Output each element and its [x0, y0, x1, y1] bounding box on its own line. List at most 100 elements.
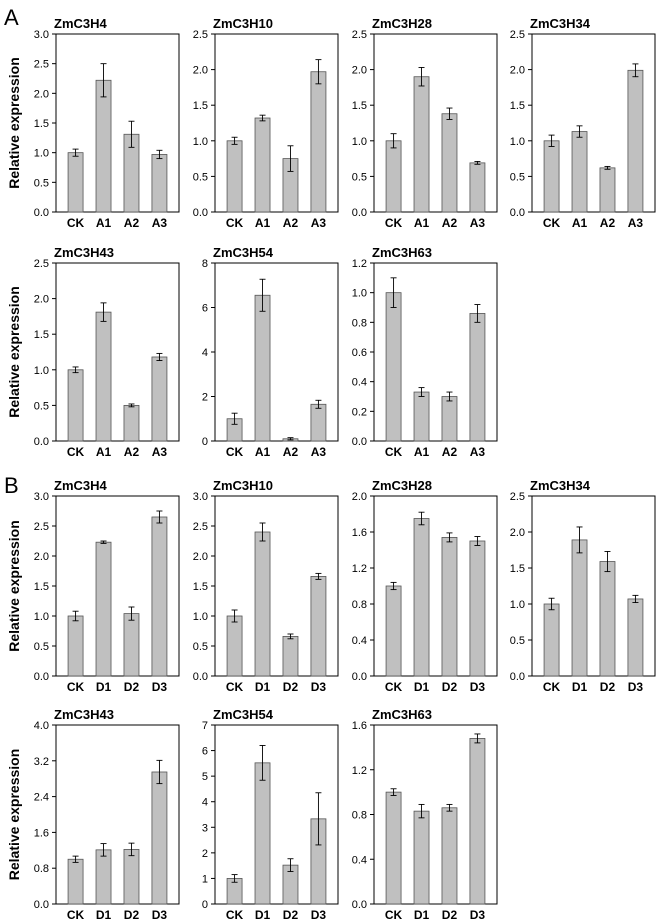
x-tick-label: CK: [543, 680, 561, 694]
x-tick-label: A2: [442, 216, 458, 230]
y-tick-label: 0.0: [34, 899, 49, 911]
x-tick-label: A3: [470, 445, 486, 459]
y-tick-label: 0.0: [193, 207, 208, 219]
y-axis-label: Relative expression: [6, 749, 22, 881]
bar: [95, 849, 112, 905]
y-tick-label: 1.0: [34, 365, 49, 377]
bar: [310, 71, 327, 213]
x-tick-label: A3: [470, 216, 486, 230]
x-tick-label: D3: [311, 680, 327, 694]
x-tick-label: CK: [226, 216, 244, 230]
x-tick-label: D3: [152, 908, 168, 922]
bar: [543, 603, 560, 677]
chart-title: ZmC3H34: [530, 16, 591, 31]
y-tick-label: 1.0: [193, 136, 208, 148]
y-tick-label: 0.4: [352, 854, 367, 866]
x-tick-label: A1: [96, 445, 112, 459]
y-tick-label: 0.0: [34, 436, 49, 448]
y-tick-label: 2.0: [193, 65, 208, 77]
x-tick-label: D2: [283, 680, 299, 694]
y-tick-label: 3.0: [34, 491, 49, 503]
y-tick-label: 2.5: [34, 258, 49, 270]
y-tick-label: 2.5: [352, 29, 367, 41]
bar: [123, 613, 140, 677]
bar: [385, 140, 402, 213]
y-tick-label: 2.5: [34, 59, 49, 71]
x-tick-label: A2: [124, 445, 140, 459]
bar: [441, 807, 458, 905]
y-tick-label: 1: [202, 873, 208, 885]
bar: [627, 598, 644, 677]
y-tick-label: 1.0: [193, 611, 208, 623]
bar: [95, 79, 112, 213]
bar: [95, 541, 112, 677]
y-tick-label: 1.2: [352, 765, 367, 777]
bar: [441, 113, 458, 213]
y-tick-label: 0.5: [34, 641, 49, 653]
chart-title: ZmC3H63: [372, 707, 432, 722]
y-tick-label: 8: [202, 258, 208, 270]
x-tick-label: A1: [96, 216, 112, 230]
chart-title: ZmC3H54: [213, 245, 274, 260]
y-tick-label: 0.4: [352, 377, 367, 389]
x-tick-label: A2: [124, 216, 140, 230]
plot-frame: [55, 724, 180, 905]
bar: [254, 762, 271, 905]
chart-title: ZmC3H43: [54, 245, 114, 260]
bar: [599, 561, 616, 677]
x-tick-label: CK: [385, 908, 403, 922]
y-tick-label: 1.5: [510, 563, 525, 575]
panel-label-b: B: [4, 473, 19, 498]
x-tick-label: D2: [600, 680, 616, 694]
x-tick-label: D2: [442, 908, 458, 922]
bar: [385, 292, 402, 442]
y-tick-label: 0.5: [34, 177, 49, 189]
y-tick-label: 1.2: [352, 258, 367, 270]
y-tick-label: 2.0: [34, 88, 49, 100]
bar: [413, 810, 430, 905]
bar: [571, 539, 588, 677]
y-tick-label: 0.0: [352, 899, 367, 911]
x-tick-label: D1: [255, 680, 271, 694]
y-tick-label: 1.0: [510, 599, 525, 611]
x-tick-label: D1: [96, 680, 112, 694]
y-tick-label: 0.6: [352, 347, 367, 359]
x-tick-label: CK: [385, 216, 403, 230]
bar: [151, 771, 168, 905]
x-tick-label: A1: [572, 216, 588, 230]
y-axis-label: Relative expression: [6, 57, 22, 189]
y-tick-label: 2.5: [193, 29, 208, 41]
x-tick-label: D2: [124, 908, 140, 922]
y-tick-label: 4: [202, 347, 208, 359]
y-tick-label: 0.8: [352, 599, 367, 611]
bar: [413, 76, 430, 213]
y-tick-label: 1.6: [34, 827, 49, 839]
bar: [469, 738, 486, 905]
y-tick-label: 1.5: [193, 100, 208, 112]
x-tick-label: CK: [543, 216, 561, 230]
bar: [469, 162, 486, 213]
y-tick-label: 0.0: [193, 671, 208, 683]
y-tick-label: 0.0: [510, 207, 525, 219]
x-tick-label: D3: [311, 908, 327, 922]
bar: [310, 576, 327, 677]
y-tick-label: 3.2: [34, 756, 49, 768]
y-tick-label: 0.0: [352, 671, 367, 683]
y-tick-label: 0.2: [352, 406, 367, 418]
bar: [413, 518, 430, 677]
y-axis-label: Relative expression: [6, 286, 22, 418]
y-tick-label: 0.0: [34, 207, 49, 219]
bar: [67, 615, 84, 677]
y-tick-label: 1.5: [352, 100, 367, 112]
y-tick-label: 1.2: [352, 563, 367, 575]
y-tick-label: 0.0: [34, 671, 49, 683]
bar: [123, 849, 140, 905]
y-tick-label: 2.5: [510, 491, 525, 503]
y-tick-label: 0.5: [34, 400, 49, 412]
y-tick-label: 1.6: [352, 720, 367, 732]
y-tick-label: 2.0: [34, 551, 49, 563]
x-tick-label: A3: [311, 445, 327, 459]
x-tick-label: D1: [96, 908, 112, 922]
y-tick-label: 1.0: [34, 148, 49, 160]
chart-title: ZmC3H10: [213, 16, 273, 31]
